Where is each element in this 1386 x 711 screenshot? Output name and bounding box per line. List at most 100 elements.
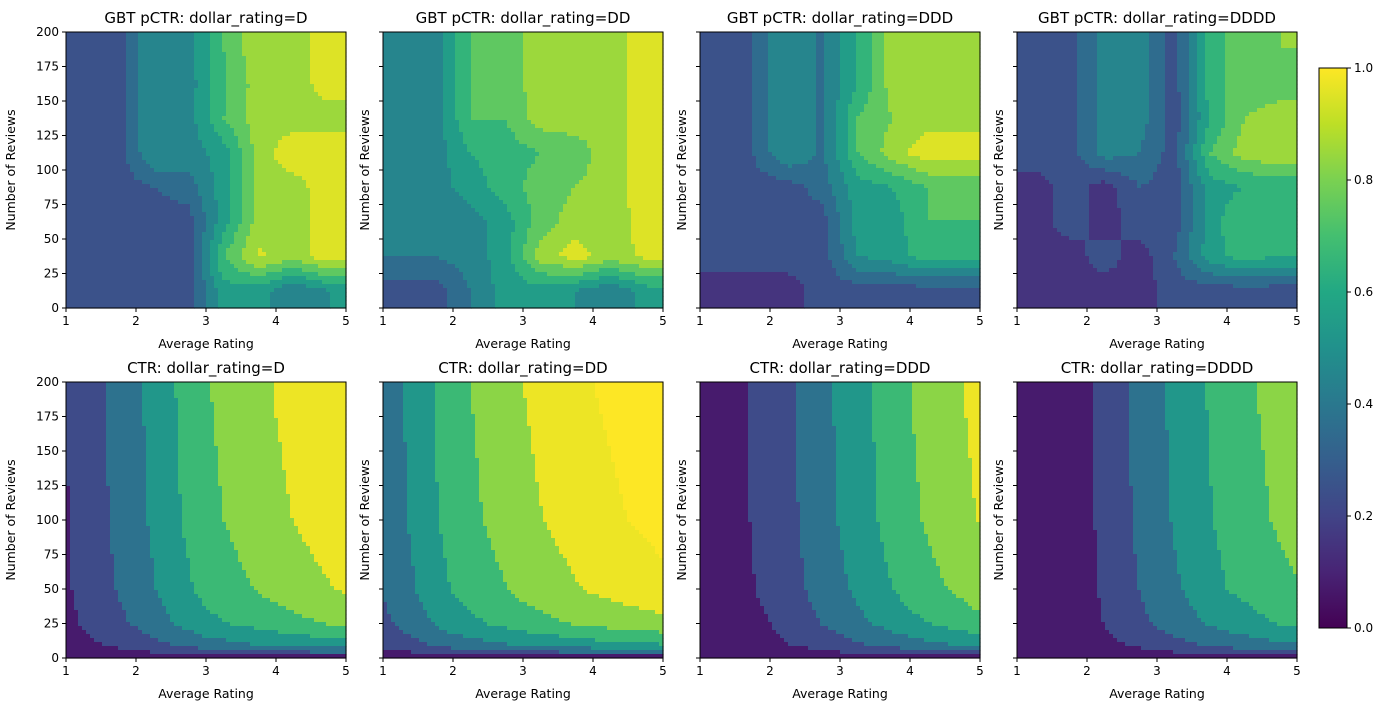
contour-cell [1197,44,1206,49]
contour-cell [1229,590,1298,595]
contour-cell [804,304,981,309]
contour-cell [816,40,825,45]
contour-cell [1169,494,1214,499]
contour-cell [924,184,981,189]
contour-cell [700,284,805,289]
contour-cell [66,136,127,141]
contour-cell [383,622,396,627]
contour-cell [270,292,331,297]
contour-cell [242,160,255,165]
contour-cell [194,40,211,45]
contour-cell [880,526,925,531]
contour-cell [1197,140,1206,145]
contour-cell [1017,458,1094,463]
contour-cell [659,642,664,647]
contour-cell [523,80,628,85]
contour-cell [138,84,199,89]
contour-cell [1221,160,1262,165]
contour-cell [1149,618,1202,623]
contour-cell [567,244,584,249]
contour-cell [286,474,347,479]
contour-cell [254,172,295,177]
contour-cell [435,462,480,467]
contour-cell [218,300,271,305]
contour-cell [154,558,191,563]
contour-cell [1017,40,1078,45]
contour-cell [1165,630,1230,635]
contour-cell [383,232,488,237]
contour-cell [274,414,347,419]
contour-cell [507,642,660,647]
contour-cell [154,168,211,173]
contour-cell [1077,64,1098,69]
contour-cell [1185,148,1194,153]
contour-cell [1205,140,1218,145]
contour-cell [1077,152,1098,157]
contour-cell [752,530,801,535]
contour-cell [242,168,255,173]
contour-cell [920,498,977,503]
contour-cell [748,514,801,519]
contour-cell [226,526,299,531]
contour-cell [1137,570,1178,575]
contour-cell [888,562,937,567]
contour-cell [1161,152,1178,157]
contour-cell [824,84,841,89]
contour-cell [1281,32,1298,37]
contour-cell [924,618,981,623]
contour-cell [403,402,436,407]
contour-cell [1165,36,1178,41]
x-axis-label: Average Rating [475,686,571,701]
contour-cell [912,426,969,431]
contour-cell [700,386,749,391]
contour-cell [844,554,885,559]
contour-cell [1265,466,1298,471]
contour-cell [230,176,243,181]
contour-cell [752,80,769,85]
contour-cell [1209,108,1226,113]
contour-cell [443,284,468,289]
contour-cell [852,280,981,285]
x-tick-label: 2 [132,314,140,328]
contour-cell [852,100,869,105]
contour-cell [190,558,239,563]
contour-cell [443,44,456,49]
contour-cell [824,124,837,129]
contour-cell [1129,398,1166,403]
contour-cell [242,152,255,157]
contour-cell [210,252,219,257]
contour-cell [447,304,472,309]
contour-cell [1097,558,1138,563]
contour-cell [1017,236,1070,241]
contour-cell [106,398,143,403]
contour-cell [1017,546,1098,551]
contour-cell [796,470,837,475]
contour-cell [840,538,881,543]
contour-cell [1189,256,1206,261]
contour-cell [1101,618,1150,623]
contour-cell [1017,450,1094,455]
contour-cell [924,526,981,531]
contour-cell [752,144,769,149]
contour-cell [467,148,536,153]
contour-cell [748,498,797,503]
contour-cell [226,72,247,77]
contour-cell [700,434,749,439]
contour-cell [443,64,456,69]
contour-cell [274,386,347,391]
contour-cell [752,64,769,69]
contour-cell [178,462,219,467]
contour-cell [435,446,476,451]
contour-cell [848,586,893,591]
contour-cell [816,56,825,61]
contour-cell [700,410,749,415]
contour-cell [627,116,664,121]
contour-cell [310,72,347,77]
contour-cell [748,450,797,455]
contour-cell [455,76,472,81]
contour-cell [383,168,452,173]
contour-cell [218,260,231,265]
contour-cell [1089,200,1118,205]
contour-cell [66,220,195,225]
contour-cell [1077,60,1098,65]
